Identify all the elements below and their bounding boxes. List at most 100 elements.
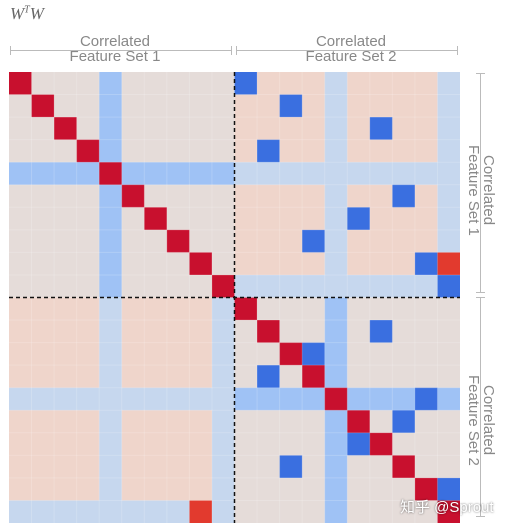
cross-block-cell bbox=[414, 94, 438, 118]
background-cell bbox=[369, 410, 393, 434]
cross-block-cell bbox=[324, 139, 348, 163]
cross-block-cell bbox=[279, 162, 303, 186]
background-cell bbox=[166, 139, 190, 163]
cross-block-cell bbox=[121, 297, 145, 321]
cross-block-cell bbox=[392, 94, 416, 118]
band-cell bbox=[324, 432, 348, 456]
background-cell bbox=[76, 94, 100, 118]
cross-block-cell bbox=[54, 342, 78, 366]
background-cell bbox=[211, 184, 235, 208]
cross-block-cell bbox=[166, 297, 190, 321]
band-cell bbox=[76, 162, 100, 186]
background-cell bbox=[437, 455, 460, 479]
cross-block-cell bbox=[144, 297, 168, 321]
cross-block-cell bbox=[121, 455, 145, 479]
band-cell bbox=[166, 162, 190, 186]
cross-block-cell bbox=[76, 410, 100, 434]
background-cell bbox=[144, 72, 168, 95]
background-cell bbox=[31, 139, 55, 163]
cross-block-cell bbox=[9, 410, 32, 434]
cross-block-cell bbox=[99, 410, 123, 434]
cross-block-cell bbox=[76, 320, 100, 343]
background-cell bbox=[392, 365, 416, 389]
background-cell bbox=[189, 207, 213, 231]
background-cell bbox=[414, 455, 438, 479]
background-cell bbox=[369, 477, 393, 501]
band-cell bbox=[279, 387, 303, 411]
cross-block-cell bbox=[392, 207, 416, 231]
cross-block-cell bbox=[99, 365, 123, 389]
band-cell bbox=[437, 387, 460, 411]
background-cell bbox=[279, 500, 303, 523]
diagonal-cell bbox=[166, 229, 190, 253]
cross-block-cell bbox=[369, 139, 393, 163]
cross-block-cell bbox=[279, 117, 303, 141]
background-cell bbox=[414, 432, 438, 456]
background-cell bbox=[121, 229, 145, 253]
cross-block-cell bbox=[189, 320, 213, 343]
diagonal-cell bbox=[369, 432, 393, 456]
cross-block-cell bbox=[166, 477, 190, 501]
background-cell bbox=[9, 207, 32, 231]
background-cell bbox=[54, 94, 78, 118]
cross-block-cell bbox=[189, 410, 213, 434]
cross-block-cell bbox=[392, 162, 416, 186]
diagonal-cell bbox=[54, 117, 78, 141]
background-cell bbox=[414, 320, 438, 343]
background-cell bbox=[279, 477, 303, 501]
background-cell bbox=[392, 320, 416, 343]
band-cell bbox=[369, 387, 393, 411]
background-cell bbox=[166, 184, 190, 208]
cross-block-cell bbox=[279, 207, 303, 231]
cross-block-cell bbox=[302, 117, 326, 141]
negative-cell bbox=[347, 207, 371, 231]
cross-block-cell bbox=[437, 184, 460, 208]
cross-block-cell bbox=[211, 365, 235, 389]
cross-block-cell bbox=[234, 229, 258, 253]
band-cell bbox=[392, 387, 416, 411]
band-cell bbox=[99, 117, 123, 141]
negative-cell bbox=[437, 477, 460, 501]
background-cell bbox=[144, 252, 168, 276]
background-cell bbox=[234, 500, 258, 523]
background-cell bbox=[9, 117, 32, 141]
cross-block-cell bbox=[302, 139, 326, 163]
band-cell bbox=[99, 274, 123, 298]
cross-block-cell bbox=[347, 162, 371, 186]
background-cell bbox=[76, 229, 100, 253]
background-cell bbox=[166, 72, 190, 95]
cross-block-cell bbox=[324, 94, 348, 118]
cross-block-cell bbox=[54, 455, 78, 479]
background-cell bbox=[166, 94, 190, 118]
cross-block-cell bbox=[54, 432, 78, 456]
cross-block-cell bbox=[437, 72, 460, 95]
background-cell bbox=[31, 274, 55, 298]
diagonal-cell bbox=[257, 320, 280, 343]
band-cell bbox=[99, 139, 123, 163]
background-cell bbox=[76, 72, 100, 95]
cross-block-cell bbox=[414, 207, 438, 231]
cross-block-cell bbox=[211, 455, 235, 479]
cross-block-cell bbox=[31, 297, 55, 321]
cross-block-cell bbox=[189, 387, 213, 411]
cross-block-cell bbox=[257, 117, 280, 141]
band-cell bbox=[54, 162, 78, 186]
negative-cell bbox=[392, 184, 416, 208]
background-cell bbox=[189, 72, 213, 95]
cross-block-cell bbox=[211, 342, 235, 366]
row-label-set-1: Correlated Feature Set 1 bbox=[465, 144, 497, 236]
background-cell bbox=[189, 94, 213, 118]
diagonal-cell bbox=[144, 207, 168, 231]
matrix-title: WTW bbox=[10, 4, 44, 23]
cross-block-cell bbox=[144, 477, 168, 501]
cross-block-cell bbox=[9, 365, 32, 389]
cross-block-cell bbox=[31, 320, 55, 343]
cross-block-cell bbox=[31, 410, 55, 434]
background-cell bbox=[347, 297, 371, 321]
background-cell bbox=[9, 184, 32, 208]
cross-block-cell bbox=[121, 500, 145, 523]
col-label-set-2: Correlated Feature Set 2 bbox=[305, 33, 397, 65]
negative-cell bbox=[437, 274, 460, 298]
band-cell bbox=[211, 162, 235, 186]
watermark: 知乎 @Sprout bbox=[400, 499, 494, 516]
